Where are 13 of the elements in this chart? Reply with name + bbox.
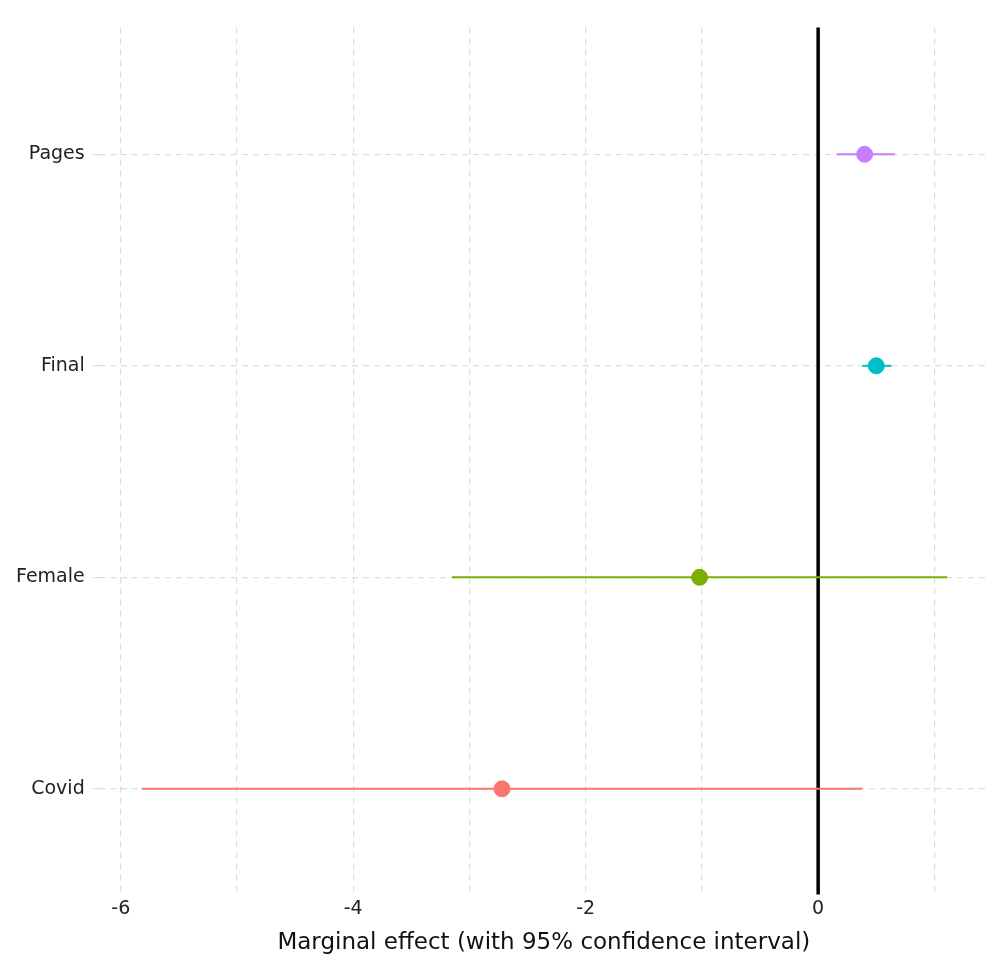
point [856,145,874,163]
y-tick-label: Female [16,564,85,587]
point [493,780,511,798]
y-tick-label: Pages [28,141,85,164]
x-axis-title: Marginal effect (with 95% confidence interval) [277,928,811,955]
point [691,568,709,586]
x-tick-label: -2 [576,895,596,918]
point [867,357,885,375]
x-tick-label: 0 [812,895,825,918]
y-tick-label: Final [40,352,85,375]
x-tick-label: -6 [111,895,131,918]
y-tick-label: Covid [31,775,85,798]
x-tick-label: -4 [343,895,363,918]
